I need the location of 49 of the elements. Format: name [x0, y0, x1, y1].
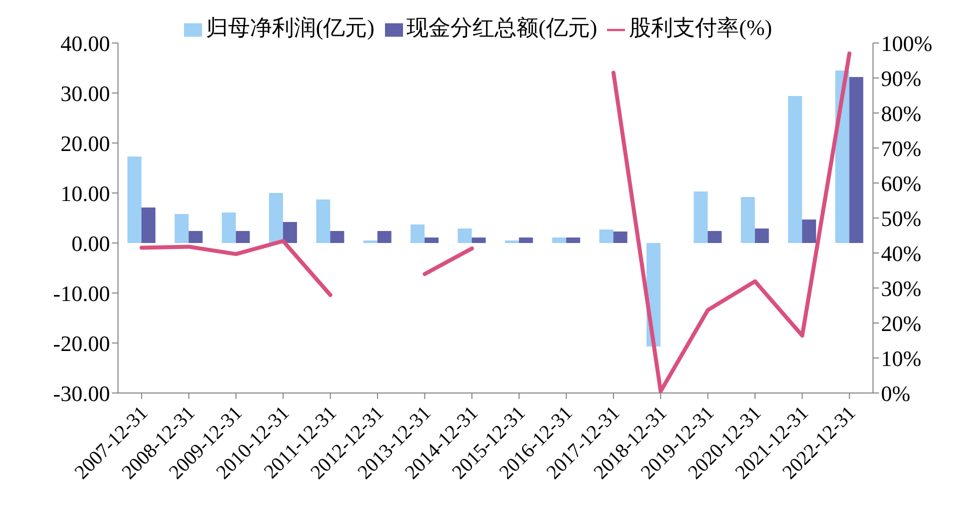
bar — [458, 228, 472, 243]
y2-tick-label: 100% — [881, 30, 932, 56]
y2-tick-label: 80% — [881, 100, 922, 126]
bar — [518, 238, 533, 243]
bar — [188, 231, 203, 243]
y-tick-label: 40.00 — [60, 30, 110, 56]
bar — [174, 214, 189, 243]
bar — [283, 222, 297, 243]
bar — [566, 238, 580, 243]
bar — [222, 212, 236, 243]
bar — [754, 228, 769, 243]
y-tick-label: -30.00 — [53, 380, 110, 406]
bar — [472, 238, 486, 243]
y-tick-label: 20.00 — [60, 130, 110, 156]
y2-tick-label: 30% — [881, 276, 922, 301]
legend-label: 股利支付率(%) — [629, 15, 772, 40]
bar — [802, 220, 816, 243]
y2-tick-label: 0% — [881, 380, 910, 406]
bar — [613, 232, 628, 243]
y-tick-label: 30.00 — [60, 80, 110, 106]
bar — [410, 224, 425, 243]
bar — [330, 231, 344, 243]
y-tick-label: -10.00 — [53, 280, 110, 306]
bar — [599, 230, 614, 243]
bar — [316, 200, 330, 243]
y2-tick-label: 90% — [881, 66, 922, 91]
y2-tick-label: 70% — [881, 136, 922, 161]
bar — [740, 197, 755, 243]
y2-tick-label: 20% — [881, 310, 922, 336]
bar — [708, 231, 722, 243]
bar — [377, 231, 392, 243]
bar — [236, 231, 250, 243]
y-tick-label: 0.00 — [72, 230, 110, 256]
y2-tick-label: 60% — [881, 170, 922, 196]
bar — [849, 77, 864, 243]
bar — [694, 192, 708, 243]
bar — [127, 156, 142, 243]
bar — [424, 238, 439, 243]
legend-label: 归母净利润(亿元) — [206, 15, 374, 40]
legend-label: 现金分红总额(亿元) — [406, 15, 598, 40]
y-tick-label: 10.00 — [60, 180, 110, 206]
y2-tick-label: 40% — [881, 240, 922, 266]
bar — [552, 238, 566, 243]
bar — [269, 193, 283, 243]
y2-tick-label: 10% — [881, 346, 922, 371]
bar — [141, 208, 156, 243]
y2-tick-label: 50% — [881, 206, 922, 231]
bar — [788, 96, 802, 243]
y-tick-label: -20.00 — [53, 330, 110, 356]
